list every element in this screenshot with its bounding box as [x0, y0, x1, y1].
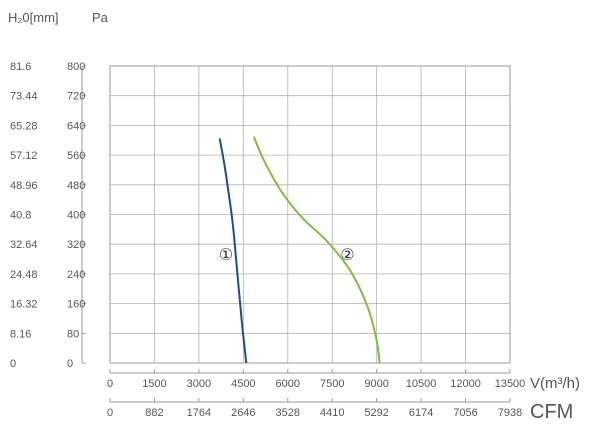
cfm-tick-label: 0: [107, 407, 113, 419]
tick-labels: 0 0 80 8.16 160 16.32 240 24.48 320 32.64 400 40.8 4…: [10, 61, 525, 419]
pressure-tick-label: 720: [67, 91, 85, 103]
x-tick-label: 1500: [142, 378, 166, 390]
pressure-tick-label: 640: [67, 120, 85, 132]
pressure-tick-label: 320: [67, 239, 85, 251]
h2o-tick-label: 40.8: [10, 210, 31, 222]
h2o-tick-label: 81.6: [10, 61, 31, 73]
h2o-tick-label: 24.48: [10, 269, 38, 281]
cfm-tick-label: 7938: [498, 407, 522, 419]
h2o-tick-label: 73.44: [10, 91, 38, 103]
series-1-label: ①: [219, 245, 233, 264]
x-tick-label: 6000: [276, 378, 300, 390]
pressure-tick-label: 800: [67, 61, 85, 73]
x-tick-label: 7500: [320, 378, 344, 390]
pressure-tick-label: 80: [67, 328, 79, 340]
cfm-tick-label: 1764: [187, 407, 211, 419]
cfm-tick-label: 4410: [320, 407, 344, 419]
pressure-tick-label: 0: [67, 358, 73, 370]
pressure-tick-label: 560: [67, 150, 85, 162]
grid: [109, 65, 511, 364]
x-tick-label: 9000: [364, 378, 388, 390]
cfm-axis-label: CFM: [530, 401, 573, 423]
h2o-tick-label: 65.28: [10, 120, 38, 132]
series-1-line: [218, 138, 248, 364]
x-tick-label: 10500: [406, 378, 437, 390]
h2o-tick-label: 16.32: [10, 299, 38, 311]
pressure-tick-label: 400: [67, 210, 85, 222]
cfm-tick-label: 2646: [231, 407, 255, 419]
pressure-axis-label: Pa: [92, 10, 109, 25]
pressure-tick-label: 480: [67, 180, 85, 192]
x-tick-label: 12000: [450, 378, 481, 390]
h2o-tick-label: 57.12: [10, 150, 38, 162]
cfm-tick-label: 5292: [364, 407, 388, 419]
x-tick-label: 0: [107, 378, 113, 390]
pressure-tick-label: 240: [67, 269, 85, 281]
cfm-tick-label: 6174: [409, 407, 433, 419]
series-2-label: ②: [340, 245, 354, 264]
x-tick-label: 13500: [495, 378, 526, 390]
cfm-tick-label: 882: [145, 407, 163, 419]
x-tick-label: 4500: [231, 378, 255, 390]
x-tick-label: 3000: [187, 378, 211, 390]
axes: [81, 65, 511, 403]
series-2-line: [252, 136, 381, 364]
pressure-tick-label: 160: [67, 299, 85, 311]
cfm-tick-label: 7056: [453, 407, 477, 419]
h2o-tick-label: 32.64: [10, 239, 38, 251]
h2o-tick-label: 8.16: [10, 328, 31, 340]
h2o-tick-label: 0: [10, 358, 16, 370]
cfm-tick-label: 3528: [276, 407, 300, 419]
x-axis-label: V(m³/h): [530, 375, 580, 392]
h2o-axis-label: H₂0[mm]: [8, 10, 59, 25]
h2o-tick-label: 48.96: [10, 180, 38, 192]
